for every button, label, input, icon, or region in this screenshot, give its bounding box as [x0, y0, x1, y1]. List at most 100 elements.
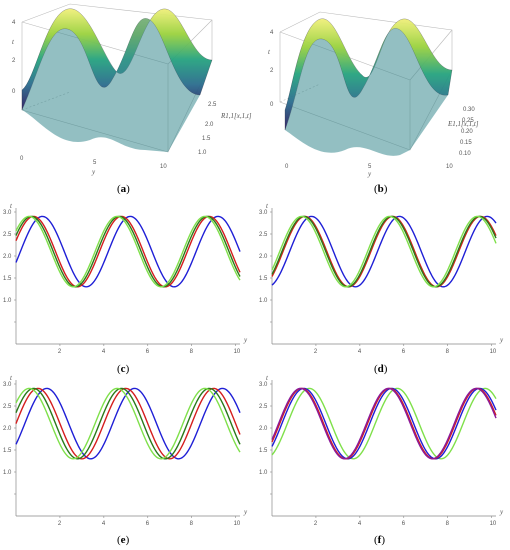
y-tick-label: 3.0 — [3, 210, 12, 216]
panel-b-ztick-1: 0.15 — [460, 140, 472, 146]
x-tick-label: 2 — [58, 349, 62, 355]
series-line-3 — [15, 215, 241, 288]
x-tick-label: 2 — [314, 521, 318, 527]
x-tick-label: 2 — [314, 349, 318, 355]
x-axis-label: y — [243, 336, 248, 344]
y-axis-label: t — [266, 202, 269, 210]
panel-a-ytick-1: 2 — [12, 58, 16, 64]
x-tick-label: 10 — [234, 349, 241, 355]
y-tick-label: 3.0 — [259, 382, 268, 388]
panel-b-ztick-3: 0.25 — [462, 118, 474, 124]
x-axis-label: y — [499, 508, 504, 516]
x-tick-label: 8 — [446, 349, 450, 355]
y-tick-label: 2.0 — [259, 426, 268, 432]
panel-b-ylabel: t — [268, 48, 271, 56]
panel-a-xtick-2: 10 — [160, 164, 167, 170]
panel-a-xtick-1: 5 — [93, 160, 97, 166]
panel-a-ztick-2: 2.0 — [205, 122, 214, 128]
panel-b-xlabel: y — [367, 170, 372, 178]
panel-a-xlabel: y — [91, 168, 96, 176]
panel-a-ztick-3: 2.5 — [208, 102, 217, 108]
x-tick-label: 2 — [58, 521, 62, 527]
y-tick-label: 1.0 — [3, 470, 12, 476]
x-tick-label: 10 — [490, 521, 497, 527]
panel-b-xtick-0: 0 — [285, 164, 289, 170]
caption-c: (c) — [117, 363, 130, 375]
series-line-0 — [271, 387, 497, 460]
y-axis-label: t — [10, 202, 13, 210]
series-line-1 — [271, 215, 497, 288]
panel-b-ytick-1: 2 — [270, 68, 274, 74]
x-tick-label: 4 — [102, 521, 106, 527]
series-line-1 — [271, 387, 497, 460]
panel-a-zlabel: R1,1[x,1,t] — [220, 112, 252, 120]
panel-a-xtick-0: 0 — [20, 156, 24, 162]
y-tick-label: 1.0 — [259, 298, 268, 304]
x-tick-label: 4 — [102, 349, 106, 355]
x-tick-label: 6 — [146, 521, 150, 527]
series-line-3 — [271, 215, 497, 288]
panel-b-zlabel: E1,1[x,1,t] — [447, 120, 479, 128]
x-tick-label: 4 — [358, 349, 362, 355]
panel-b-ytick-0: 0 — [270, 102, 274, 108]
panel-b-ztick-4: 0.30 — [463, 107, 475, 113]
series-line-0 — [15, 215, 241, 288]
y-axis-label: t — [266, 374, 269, 382]
panel-a-ztick-0: 1.0 — [198, 150, 207, 156]
y-tick-label: 2.5 — [259, 404, 268, 410]
series-line-0 — [271, 215, 497, 288]
panel-a-ztick-1: 1.5 — [202, 136, 211, 142]
panel-a-ylabel: t — [12, 38, 15, 46]
surface-b-back — [285, 28, 448, 156]
series-line-2 — [15, 387, 241, 460]
panel-a — [21, 3, 213, 153]
y-tick-label: 1.5 — [3, 448, 12, 454]
panel-b-ztick-0: 0.10 — [459, 151, 471, 157]
series-line-2 — [271, 387, 497, 460]
x-tick-label: 8 — [446, 521, 450, 527]
caption-e: (e) — [117, 534, 130, 546]
series-line-2 — [15, 215, 241, 288]
caption-a: a — [121, 183, 127, 195]
y-tick-label: 1.5 — [259, 448, 268, 454]
x-tick-label: 6 — [146, 349, 150, 355]
y-tick-label: 3.0 — [259, 210, 268, 216]
series-line-3 — [271, 387, 497, 460]
x-tick-label: 10 — [234, 521, 241, 527]
panel-c: 2 4 6 8 10 1.0 1.5 2.0 2.5 3.0 y t (c) — [3, 202, 248, 375]
y-tick-label: 2.5 — [3, 404, 12, 410]
svg-text:(a): (a) — [117, 183, 130, 195]
x-axis-label: y — [243, 508, 248, 516]
panel-b-xtick-1: 5 — [368, 164, 372, 170]
x-tick-label: 6 — [402, 349, 406, 355]
panel-b-xtick-2: 10 — [446, 164, 453, 170]
x-tick-label: 6 — [402, 521, 406, 527]
svg-text:(b): (b) — [374, 183, 388, 195]
caption-b: b — [378, 183, 384, 195]
panel-a-ytick-2: 4 — [12, 20, 16, 26]
y-tick-label: 3.0 — [3, 382, 12, 388]
series-line-3 — [15, 387, 241, 460]
panel-b — [279, 11, 453, 156]
panel-b-ztick-2: 0.20 — [461, 129, 473, 135]
y-tick-label: 1.5 — [3, 276, 12, 282]
y-tick-label: 1.0 — [3, 298, 12, 304]
surface-a-back — [22, 18, 200, 153]
panel-a-ytick-0: 0 — [12, 89, 16, 95]
y-tick-label: 1.0 — [259, 470, 268, 476]
series-line-1 — [15, 215, 241, 288]
caption-d: (d) — [374, 363, 388, 375]
panel-e: 2 4 6 8 10 1.0 1.5 2.0 2.5 3.0 y t (e) — [3, 374, 248, 546]
y-tick-label: 2.0 — [259, 254, 268, 260]
caption-f: (f) — [374, 534, 385, 546]
panel-f: 2 4 6 8 10 1.0 1.5 2.0 2.5 3.0 y t (f) — [259, 374, 504, 546]
y-tick-label: 2.5 — [3, 232, 12, 238]
y-tick-label: 2.0 — [3, 426, 12, 432]
x-tick-label: 8 — [190, 349, 194, 355]
panel-b-ytick-2: 4 — [270, 30, 274, 36]
x-tick-label: 8 — [190, 521, 194, 527]
x-axis-label: y — [499, 336, 504, 344]
series-line-2 — [271, 215, 497, 288]
panel-d: 2 4 6 8 10 1.0 1.5 2.0 2.5 3.0 y t (d) — [259, 202, 504, 375]
